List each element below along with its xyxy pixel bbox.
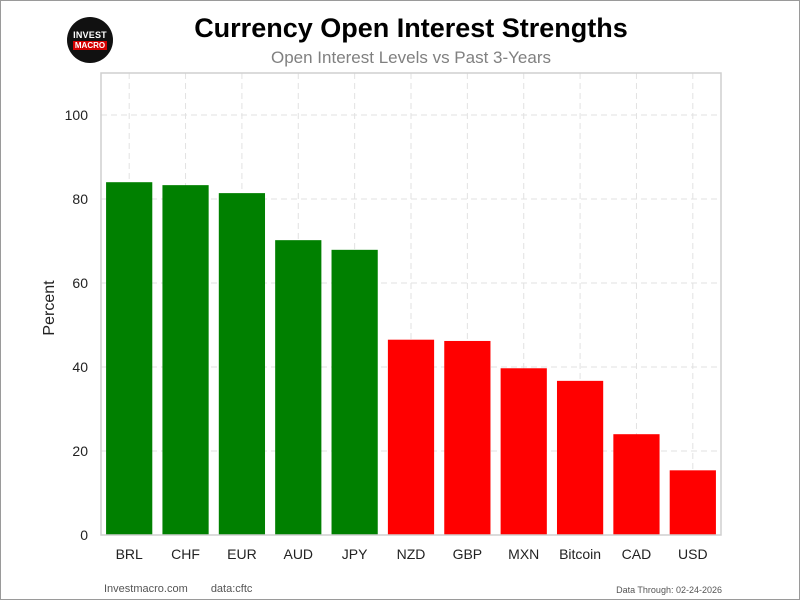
bar-chf xyxy=(162,185,209,535)
x-tick-label: GBP xyxy=(453,546,483,562)
bar-usd xyxy=(669,470,716,535)
y-axis-label: Percent xyxy=(41,280,58,336)
y-tick-label: 40 xyxy=(72,359,88,375)
logo-text-bottom: MACRO xyxy=(72,41,108,50)
bar-eur xyxy=(218,193,266,535)
bar-gbp xyxy=(444,340,491,535)
logo-text-top: INVEST xyxy=(73,30,107,40)
x-tick-label: CAD xyxy=(622,546,652,562)
x-tick-label: USD xyxy=(678,546,708,562)
x-tick-label: CHF xyxy=(171,546,200,562)
y-tick-label: 80 xyxy=(72,191,88,207)
x-tick-label: JPY xyxy=(342,546,368,562)
y-tick-label: 100 xyxy=(65,107,89,123)
y-tick-label: 20 xyxy=(72,443,88,459)
footer-data-through: Data Through: 02-24-2026 xyxy=(616,585,722,595)
bar-aud xyxy=(275,240,322,535)
bar-nzd xyxy=(387,339,435,535)
bar-jpy xyxy=(331,249,378,535)
x-tick-label: EUR xyxy=(227,546,257,562)
bar-brl xyxy=(106,182,153,535)
bar-bitcoin xyxy=(556,380,604,535)
footer-credits: Investmacro.com data:cftc xyxy=(104,583,272,595)
bar-mxn xyxy=(500,368,547,535)
footer-site: Investmacro.com xyxy=(104,583,188,595)
chart-subtitle: Open Interest Levels vs Past 3-Years xyxy=(270,48,552,67)
x-tick-label: BRL xyxy=(116,546,143,562)
x-tick-label: MXN xyxy=(508,546,539,562)
investmacro-logo: INVEST MACRO xyxy=(67,17,113,63)
y-tick-label: 60 xyxy=(72,275,88,291)
x-tick-label: AUD xyxy=(283,546,313,562)
x-tick-label: Bitcoin xyxy=(559,546,601,562)
y-tick-label: 0 xyxy=(80,527,88,543)
footer-source: data:cftc xyxy=(210,583,253,595)
bar-cad xyxy=(613,434,660,535)
plot-border xyxy=(100,72,722,536)
x-tick-label: NZD xyxy=(397,546,426,562)
chart-title: Currency Open Interest Strengths xyxy=(194,13,628,43)
